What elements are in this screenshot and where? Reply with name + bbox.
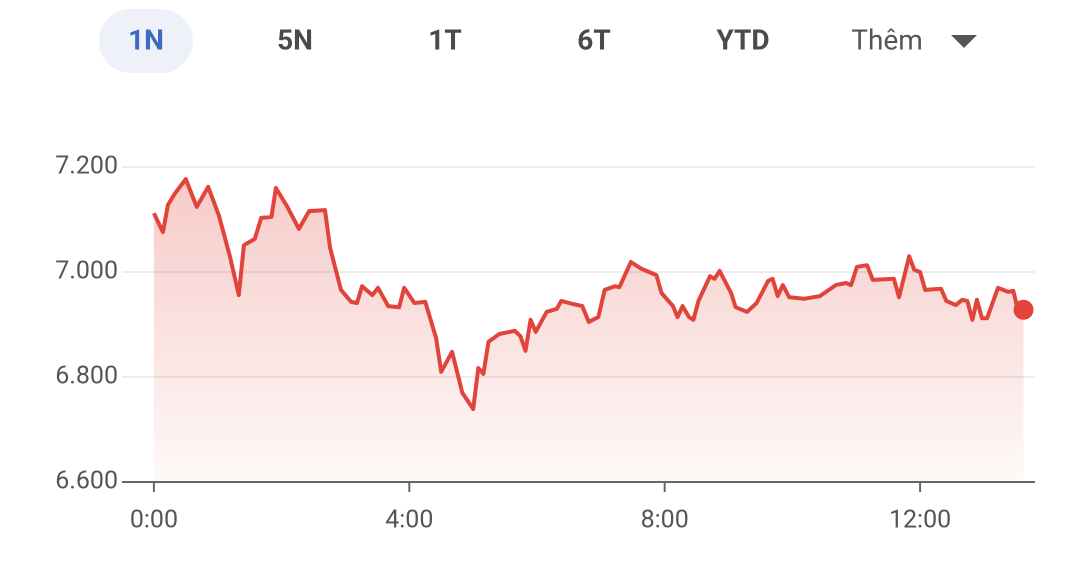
area	[153, 179, 1024, 482]
x-tick-label: 0:00	[130, 506, 178, 535]
tab[interactable]: 1T	[428, 23, 461, 56]
x-tick-label: 12:00	[889, 506, 951, 535]
y-tick-label: 6.800	[55, 362, 118, 391]
tab[interactable]: YTD	[716, 23, 769, 56]
tab[interactable]: 5N	[277, 23, 313, 56]
price-line	[152, 177, 1025, 411]
tab[interactable]: 6T	[577, 23, 610, 56]
tab[interactable]: 1N	[128, 23, 164, 56]
x-tick-label: 8:00	[641, 506, 689, 535]
x-tick-label: 4:00	[385, 506, 433, 535]
dropdown-arrow	[951, 35, 977, 48]
tab-bar: 1N 5N 1T 6T YTD Thêm	[99, 9, 977, 73]
last-point	[1013, 299, 1034, 320]
y-tick-label: 6.600	[55, 467, 118, 496]
tab[interactable]: Thêm	[851, 23, 923, 56]
y-tick-label: 7.000	[55, 257, 118, 286]
y-tick-label: 7.200	[55, 152, 118, 181]
tab-highlight	[99, 9, 193, 73]
plot: 6.600 6.800 7.000 7.200 0:00 4:00 8:00 12:00	[55, 152, 1035, 535]
